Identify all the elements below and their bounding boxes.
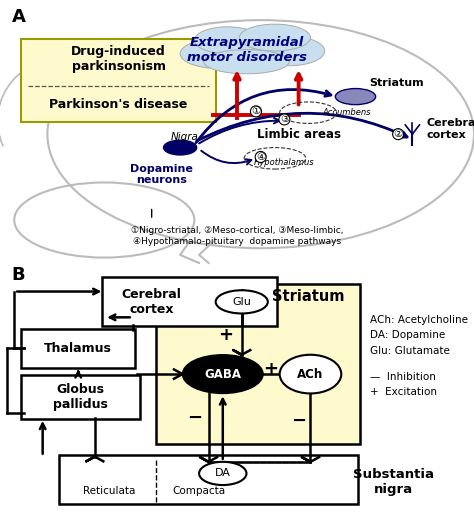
Text: ACh: ACh (297, 367, 324, 381)
Text: Limbic areas: Limbic areas (256, 127, 341, 141)
FancyBboxPatch shape (59, 455, 358, 505)
Text: Cerebral
cortex: Cerebral cortex (122, 288, 182, 316)
Text: Glu: Glutamate: Glu: Glutamate (370, 346, 450, 356)
Text: Thalamus: Thalamus (44, 342, 112, 355)
Text: ④: ④ (256, 152, 265, 162)
Text: ①: ① (251, 106, 261, 116)
Text: Accumbens: Accumbens (322, 108, 371, 117)
Text: Dopamine
neurons: Dopamine neurons (130, 164, 192, 185)
Ellipse shape (280, 355, 341, 393)
Text: Parkinson's disease: Parkinson's disease (49, 98, 188, 111)
Text: Cerebral
cortex: Cerebral cortex (427, 118, 474, 140)
Ellipse shape (239, 24, 310, 51)
Text: +: + (218, 327, 233, 344)
Text: Globus
pallidus: Globus pallidus (53, 383, 108, 411)
Text: ①Nigro-striatal, ②Meso-cortical, ③Meso-limbic,
④Hypothamalo-pituitary  dopamine : ①Nigro-striatal, ②Meso-cortical, ③Meso-l… (131, 227, 343, 246)
Text: DA: Dopamine: DA: Dopamine (370, 330, 445, 340)
Text: Striatum: Striatum (272, 289, 344, 304)
Ellipse shape (254, 36, 325, 66)
FancyBboxPatch shape (21, 329, 135, 367)
Ellipse shape (199, 462, 246, 485)
Text: −: − (291, 412, 306, 429)
Text: Hypothalamus: Hypothalamus (254, 158, 315, 167)
Text: ③: ③ (280, 115, 289, 124)
Text: ACh: Acetylcholine: ACh: Acetylcholine (370, 315, 468, 325)
Ellipse shape (204, 50, 289, 74)
Ellipse shape (194, 27, 261, 54)
Ellipse shape (209, 29, 294, 62)
Text: DA: DA (215, 469, 231, 478)
Text: A: A (12, 8, 26, 26)
Text: ②: ② (393, 129, 403, 139)
Text: −: − (187, 409, 202, 427)
Text: Glu: Glu (232, 297, 251, 307)
Ellipse shape (216, 290, 268, 313)
Text: Extrapyramidal
motor disorders: Extrapyramidal motor disorders (187, 36, 306, 63)
Text: Drug-induced
parkinsonism: Drug-induced parkinsonism (71, 45, 166, 73)
Ellipse shape (164, 140, 197, 155)
FancyBboxPatch shape (156, 284, 360, 444)
FancyBboxPatch shape (102, 278, 277, 326)
Text: GABA: GABA (204, 367, 241, 381)
FancyBboxPatch shape (21, 376, 140, 419)
Text: Compacta: Compacta (173, 487, 226, 496)
Ellipse shape (182, 355, 263, 393)
Text: B: B (12, 266, 26, 284)
Text: Substantia
nigra: Substantia nigra (353, 469, 434, 496)
Text: +: + (263, 360, 278, 378)
Text: —  Inhibition: — Inhibition (370, 372, 436, 381)
Text: Striatum: Striatum (370, 78, 424, 88)
Text: Nigra: Nigra (171, 132, 199, 142)
FancyBboxPatch shape (21, 39, 216, 122)
Text: Reticulata: Reticulata (83, 487, 135, 496)
Ellipse shape (336, 89, 375, 105)
Text: +  Excitation: + Excitation (370, 387, 437, 397)
Ellipse shape (180, 39, 256, 69)
